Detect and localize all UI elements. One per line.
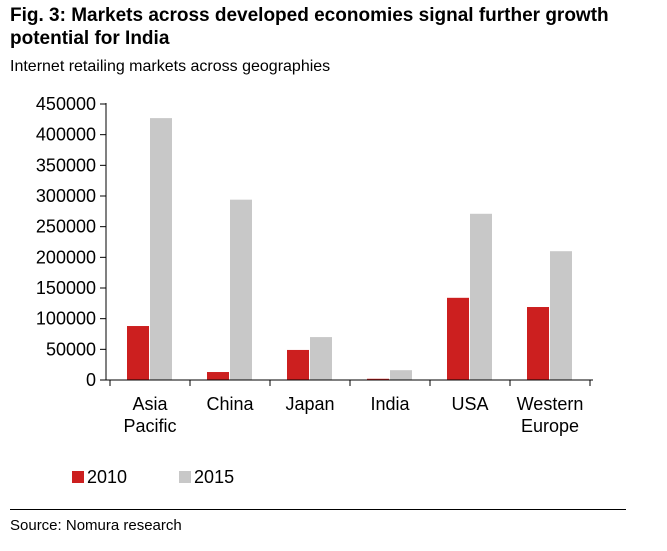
x-tick-label: Europe [521, 416, 579, 436]
bar-2015-usa [470, 213, 492, 380]
y-tick-label: 250000 [36, 217, 96, 237]
y-tick-label: 100000 [36, 309, 96, 329]
chart-legend: 2010 2015 [72, 466, 286, 488]
bar-2015-china [230, 199, 252, 380]
legend-item-2015: 2015 [179, 466, 234, 488]
figure-subtitle: Internet retailing markets across geogra… [10, 58, 331, 75]
source-note: Source: Nomura research [10, 517, 182, 534]
legend-swatch-2015 [179, 471, 192, 483]
x-tick-label: Western [517, 394, 584, 414]
y-tick-label: 300000 [36, 186, 96, 206]
bar-2010-asia-pacific [127, 326, 149, 380]
bar-2010-india [367, 378, 389, 380]
bar-2010-japan [287, 349, 309, 380]
bar-2010-western-europe [527, 307, 549, 380]
bar-2015-asia-pacific [150, 118, 172, 381]
x-tick-label: Asia [132, 394, 168, 414]
legend-label-2015: 2015 [194, 467, 235, 487]
bar-2010-usa [447, 297, 469, 380]
y-tick-label: 150000 [36, 278, 96, 298]
legend-label-2010: 2010 [87, 467, 128, 487]
legend-item-2010: 2010 [72, 466, 127, 488]
x-tick-label: India [370, 394, 410, 414]
y-tick-label: 450000 [36, 94, 96, 114]
y-tick-label: 350000 [36, 155, 96, 175]
figure-title: Fig. 3: Markets across developed economi… [10, 5, 609, 49]
bar-2010-china [207, 372, 229, 380]
bar-series [127, 118, 572, 381]
y-tick-label: 400000 [36, 125, 96, 145]
bar-chart: 0 50000 100000 150000 200000 250000 300000 3500… [36, 94, 593, 436]
x-tick-label: Japan [285, 394, 334, 414]
y-axis-ticks: 0 50000 100000 150000 200000 250000 300000 3500… [36, 94, 106, 390]
y-tick-label: 50000 [46, 339, 96, 359]
source-divider [10, 509, 626, 510]
x-tick-label: USA [451, 394, 488, 414]
bar-2015-india [390, 370, 412, 380]
chart-axes [105, 103, 593, 386]
x-tick-label: China [206, 394, 254, 414]
x-tick-label: Pacific [123, 416, 176, 436]
bar-2015-japan [310, 337, 332, 380]
y-tick-label: 0 [86, 370, 96, 390]
legend-swatch-2010 [72, 471, 84, 483]
bar-2015-western-europe [550, 251, 572, 380]
y-tick-label: 200000 [36, 247, 96, 267]
